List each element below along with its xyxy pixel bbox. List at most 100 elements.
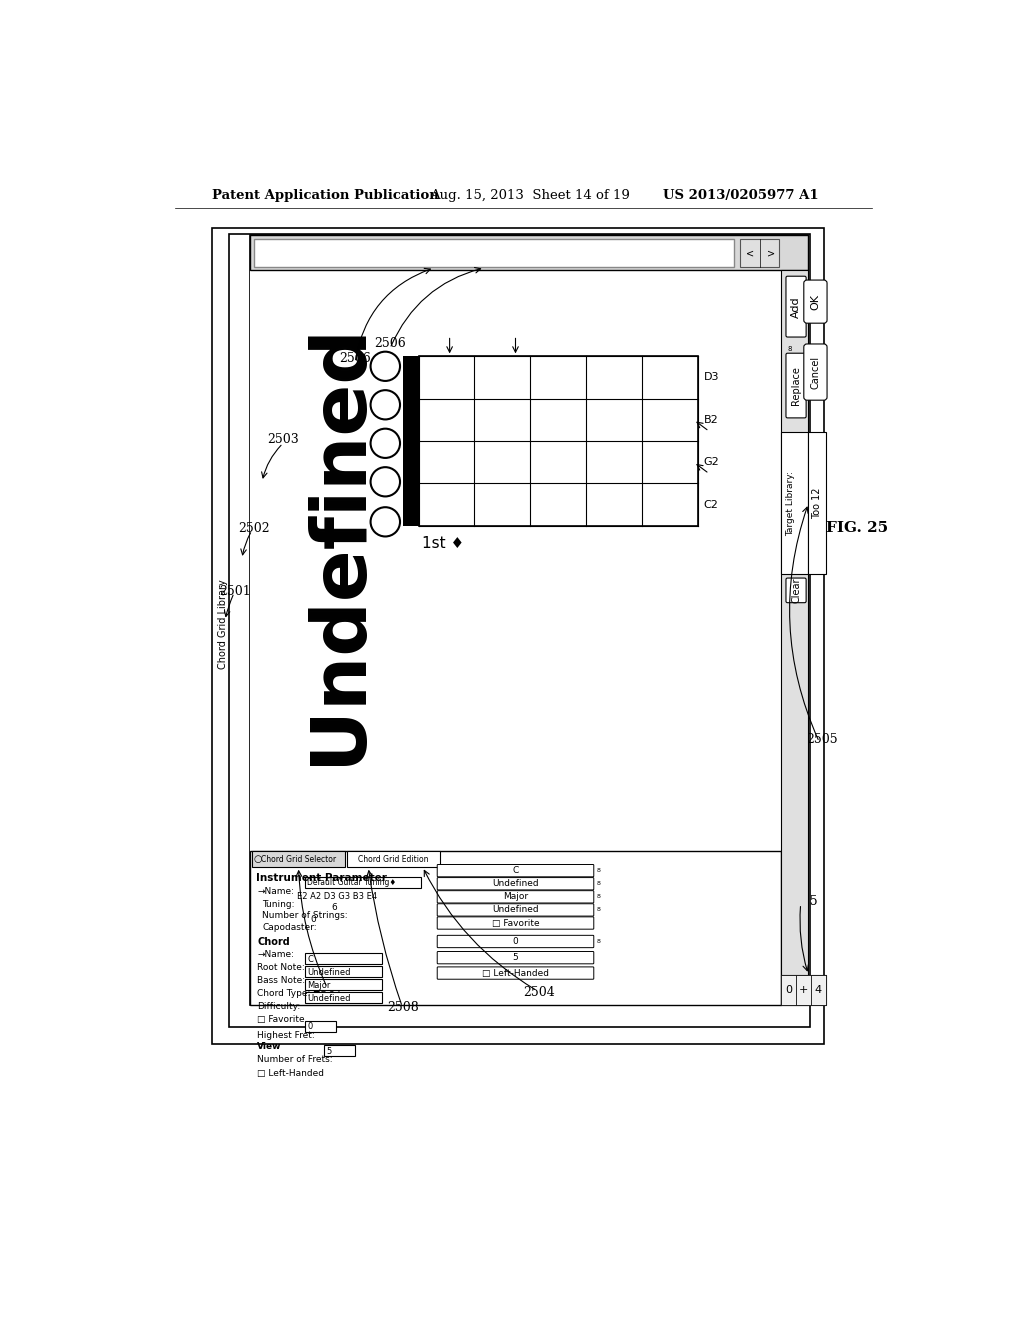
FancyBboxPatch shape — [437, 878, 594, 890]
Text: Undefined: Undefined — [493, 906, 539, 915]
Text: Too 12: Too 12 — [812, 487, 822, 519]
Bar — [811, 974, 825, 1006]
Text: Chord Grid Library: Chord Grid Library — [217, 579, 227, 669]
Text: Number of Frets:: Number of Frets: — [257, 1056, 333, 1064]
Bar — [346, 851, 439, 867]
Text: 1st ♦: 1st ♦ — [423, 536, 465, 550]
Text: 6: 6 — [332, 903, 338, 912]
FancyBboxPatch shape — [437, 891, 594, 903]
Text: Chord Grid Selector: Chord Grid Selector — [261, 854, 336, 863]
FancyBboxPatch shape — [437, 865, 594, 876]
Text: Instrument Parameter: Instrument Parameter — [256, 873, 387, 883]
Text: 8: 8 — [597, 939, 601, 944]
Bar — [251, 235, 809, 271]
Text: □ Favorite: □ Favorite — [257, 1015, 305, 1024]
Text: □ Left-Handed: □ Left-Handed — [257, 1069, 325, 1077]
Text: 2508: 2508 — [387, 1001, 419, 1014]
Text: 5: 5 — [513, 953, 518, 962]
Bar — [403, 356, 419, 525]
Text: 2506: 2506 — [374, 337, 406, 350]
Text: 0: 0 — [513, 937, 518, 946]
Text: Cancel: Cancel — [810, 356, 820, 389]
Bar — [781, 271, 809, 1006]
Text: Undefined: Undefined — [307, 994, 350, 1003]
Text: 2502: 2502 — [238, 521, 269, 535]
Text: 8: 8 — [597, 895, 601, 899]
Text: 2505: 2505 — [806, 733, 838, 746]
Text: Default Guitar Tuning♦: Default Guitar Tuning♦ — [307, 879, 396, 887]
FancyBboxPatch shape — [437, 936, 594, 948]
FancyBboxPatch shape — [786, 276, 806, 337]
Bar — [305, 876, 421, 887]
Bar — [305, 953, 382, 964]
Bar — [740, 239, 779, 267]
Text: →Name:: →Name: — [257, 950, 295, 958]
Text: 5: 5 — [327, 1047, 332, 1056]
Text: Undefined: Undefined — [307, 968, 350, 977]
Bar — [305, 979, 382, 990]
Text: Root Note:: Root Note: — [257, 964, 305, 972]
Bar — [212, 227, 824, 1044]
Bar — [324, 1045, 355, 1056]
Text: View: View — [257, 1043, 282, 1051]
Text: Add: Add — [792, 296, 801, 318]
Text: 8: 8 — [787, 346, 793, 352]
Text: D3: D3 — [703, 372, 719, 383]
Text: C2: C2 — [703, 499, 719, 510]
Text: <: < — [746, 248, 755, 259]
Bar — [781, 974, 796, 1006]
Text: G2: G2 — [703, 457, 720, 467]
Text: C: C — [512, 866, 518, 875]
Text: US 2013/0205977 A1: US 2013/0205977 A1 — [663, 189, 818, 202]
Text: 0: 0 — [310, 915, 315, 924]
Text: Clear: Clear — [792, 578, 801, 603]
Text: 8: 8 — [597, 907, 601, 912]
Bar — [251, 851, 781, 1006]
Text: C: C — [307, 954, 313, 964]
Text: Undefined: Undefined — [493, 879, 539, 888]
Bar — [228, 234, 810, 1027]
FancyBboxPatch shape — [437, 952, 594, 964]
FancyBboxPatch shape — [786, 578, 806, 603]
Text: FIG. 25: FIG. 25 — [825, 521, 888, 535]
Text: 0: 0 — [785, 985, 793, 995]
Bar — [254, 239, 734, 267]
Bar — [809, 432, 825, 574]
Text: 0: 0 — [307, 1023, 312, 1031]
Text: Major: Major — [503, 892, 528, 902]
Text: 8: 8 — [597, 882, 601, 886]
Text: B2: B2 — [703, 414, 719, 425]
Text: Chord: Chord — [257, 937, 290, 946]
FancyBboxPatch shape — [437, 917, 594, 929]
Bar — [251, 235, 809, 1006]
FancyBboxPatch shape — [786, 354, 806, 418]
Text: Number of Strings:: Number of Strings: — [262, 911, 348, 920]
Bar — [781, 432, 809, 574]
Text: Chord Grid Edition: Chord Grid Edition — [357, 854, 428, 863]
Text: >: > — [767, 248, 775, 259]
Text: 2507: 2507 — [312, 982, 344, 995]
Text: 2505: 2505 — [786, 895, 818, 908]
Text: 2504: 2504 — [523, 986, 555, 999]
Bar — [251, 271, 781, 859]
Text: □ Left-Handed: □ Left-Handed — [482, 969, 549, 978]
Text: 2503: 2503 — [267, 433, 299, 446]
Text: +: + — [799, 985, 808, 995]
Text: Tuning:: Tuning: — [262, 900, 295, 909]
Text: Aug. 15, 2013  Sheet 14 of 19: Aug. 15, 2013 Sheet 14 of 19 — [430, 189, 630, 202]
Text: Bass Note:: Bass Note: — [257, 977, 305, 985]
Text: Difficulty:: Difficulty: — [257, 1002, 301, 1011]
FancyBboxPatch shape — [437, 904, 594, 916]
Bar — [305, 966, 382, 977]
Text: E2 A2 D3 G3 B3 E4: E2 A2 D3 G3 B3 E4 — [297, 891, 377, 900]
Bar — [305, 993, 382, 1003]
Bar — [796, 974, 811, 1006]
Text: OK: OK — [810, 293, 820, 310]
Text: Patent Application Publication: Patent Application Publication — [212, 189, 438, 202]
Text: Highest Fret:: Highest Fret: — [257, 1031, 315, 1040]
Text: Undefined: Undefined — [302, 322, 376, 764]
Text: →Name:: →Name: — [257, 887, 295, 896]
Text: 2506: 2506 — [339, 352, 371, 366]
FancyBboxPatch shape — [804, 345, 827, 400]
Bar — [781, 974, 825, 1006]
